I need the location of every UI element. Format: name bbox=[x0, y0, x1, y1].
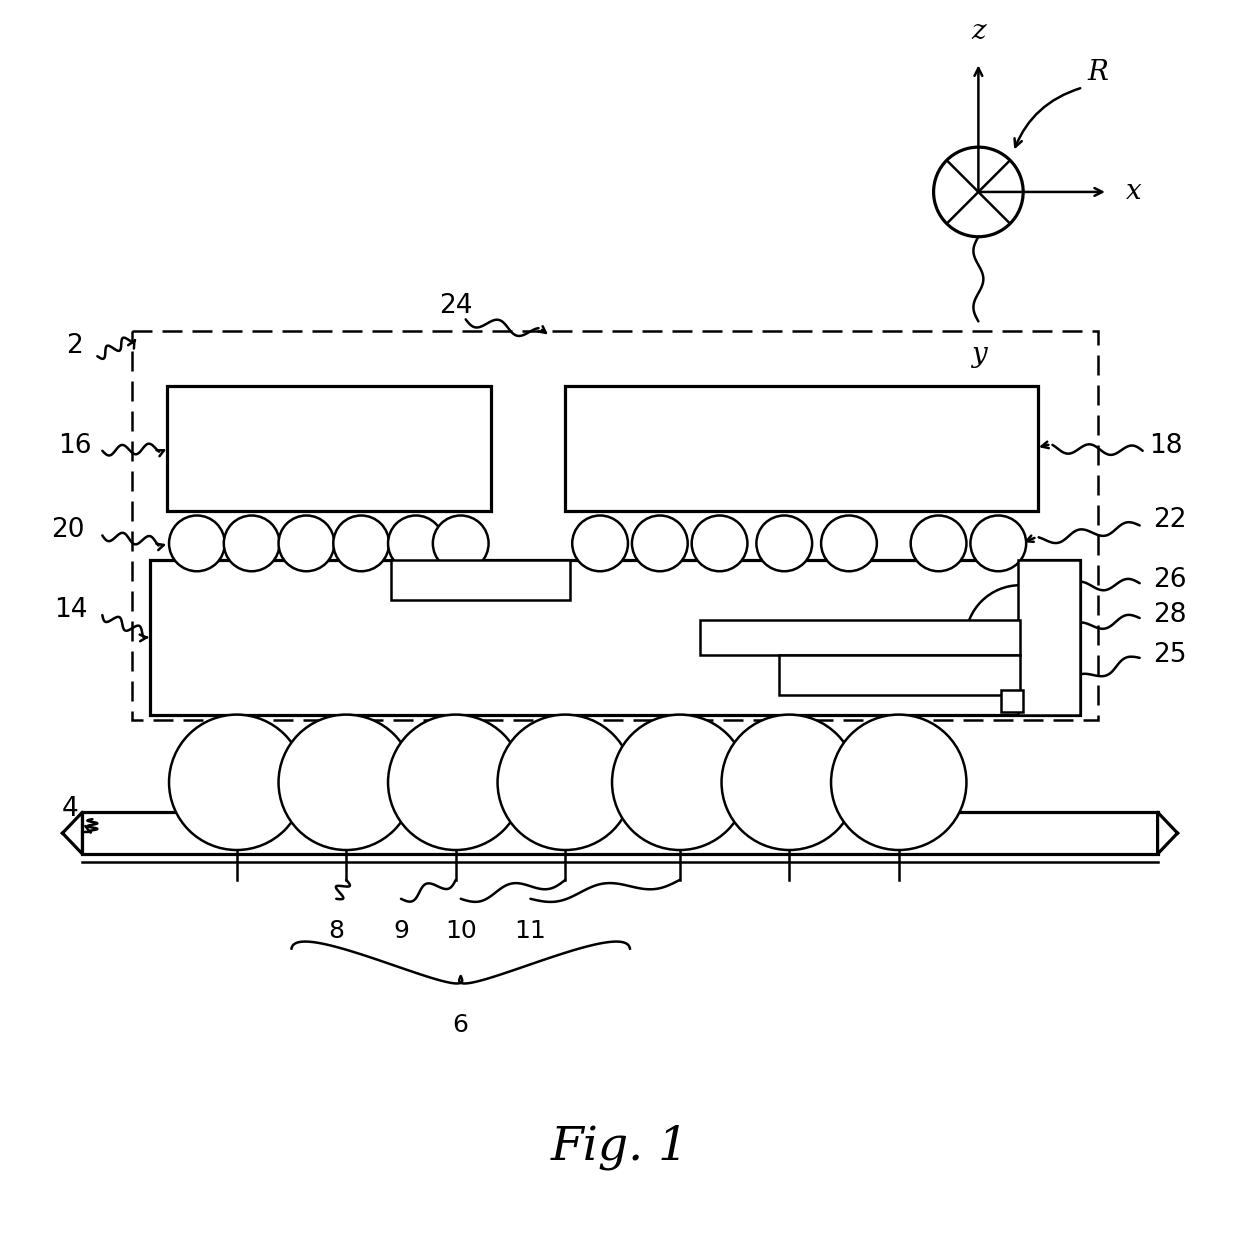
Text: 8: 8 bbox=[329, 918, 345, 942]
Circle shape bbox=[756, 516, 812, 571]
Text: z: z bbox=[971, 18, 986, 44]
Text: 10: 10 bbox=[445, 918, 476, 942]
Circle shape bbox=[497, 715, 632, 850]
Text: y: y bbox=[971, 341, 986, 369]
Text: R: R bbox=[1087, 59, 1109, 86]
Circle shape bbox=[279, 516, 335, 571]
Bar bbox=[167, 386, 491, 511]
Bar bbox=[779, 655, 1021, 694]
Bar bbox=[391, 560, 570, 600]
Circle shape bbox=[433, 516, 489, 571]
Text: 4: 4 bbox=[62, 796, 79, 823]
Text: x: x bbox=[1126, 179, 1141, 205]
Text: 20: 20 bbox=[51, 517, 84, 543]
Text: 25: 25 bbox=[1153, 642, 1187, 668]
Circle shape bbox=[388, 715, 523, 850]
Circle shape bbox=[971, 516, 1027, 571]
Text: 24: 24 bbox=[439, 293, 472, 320]
Polygon shape bbox=[62, 813, 82, 854]
Bar bbox=[150, 560, 1080, 715]
Circle shape bbox=[722, 715, 857, 850]
Text: 22: 22 bbox=[1153, 507, 1187, 533]
Circle shape bbox=[572, 516, 627, 571]
Circle shape bbox=[613, 715, 748, 850]
Circle shape bbox=[334, 516, 389, 571]
Text: 9: 9 bbox=[393, 918, 409, 942]
Circle shape bbox=[966, 585, 1075, 694]
Circle shape bbox=[910, 516, 966, 571]
Text: 18: 18 bbox=[1148, 433, 1182, 459]
Circle shape bbox=[279, 715, 414, 850]
Text: 28: 28 bbox=[1153, 603, 1187, 628]
Circle shape bbox=[632, 516, 688, 571]
Bar bbox=[1018, 560, 1080, 715]
Text: 16: 16 bbox=[58, 433, 92, 459]
Circle shape bbox=[169, 516, 224, 571]
Text: 14: 14 bbox=[53, 598, 87, 623]
Circle shape bbox=[223, 516, 279, 571]
Text: 11: 11 bbox=[515, 918, 547, 942]
Text: 26: 26 bbox=[1153, 567, 1187, 594]
Circle shape bbox=[831, 715, 966, 850]
Bar bbox=[1001, 689, 1023, 712]
Bar bbox=[565, 386, 1038, 511]
Text: 6: 6 bbox=[453, 1013, 469, 1038]
Bar bbox=[82, 813, 1158, 854]
Polygon shape bbox=[1158, 813, 1178, 854]
Circle shape bbox=[821, 516, 877, 571]
Text: 2: 2 bbox=[66, 333, 83, 360]
Bar bbox=[133, 331, 1097, 720]
Bar bbox=[699, 620, 1021, 655]
Circle shape bbox=[388, 516, 444, 571]
Circle shape bbox=[169, 715, 305, 850]
Circle shape bbox=[692, 516, 748, 571]
Text: Fig. 1: Fig. 1 bbox=[551, 1125, 689, 1170]
